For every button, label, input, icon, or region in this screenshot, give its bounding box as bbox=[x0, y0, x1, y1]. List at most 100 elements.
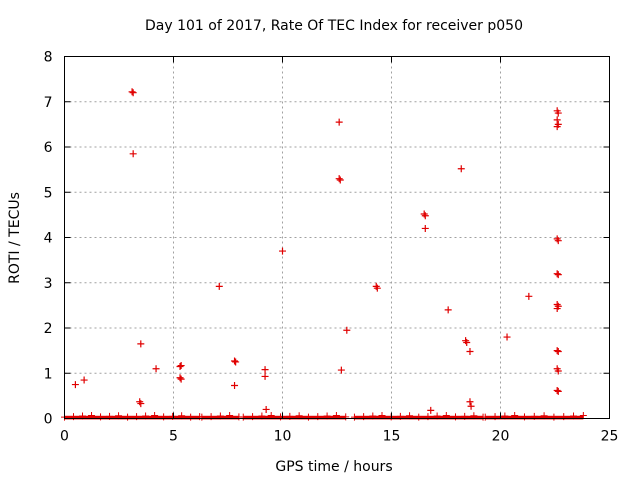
baseline-marker bbox=[520, 413, 528, 421]
data-point bbox=[71, 381, 79, 389]
baseline-marker bbox=[160, 413, 168, 421]
data-point bbox=[335, 175, 343, 183]
data-point bbox=[553, 116, 561, 124]
baseline-marker bbox=[151, 412, 159, 420]
baseline-marker bbox=[378, 412, 386, 420]
baseline-marker bbox=[187, 413, 195, 421]
data-point bbox=[335, 118, 343, 126]
data-point bbox=[503, 333, 511, 341]
data-point bbox=[129, 150, 137, 158]
data-point bbox=[553, 386, 561, 394]
baseline-marker bbox=[579, 412, 587, 420]
data-point bbox=[467, 402, 475, 410]
y-axis-label: ROTI / TECUs bbox=[7, 192, 23, 284]
data-point bbox=[554, 348, 562, 356]
data-point bbox=[457, 165, 465, 173]
data-point bbox=[128, 88, 136, 96]
x-tick-label: 5 bbox=[169, 429, 178, 445]
data-point bbox=[444, 306, 452, 314]
baseline-marker bbox=[97, 413, 105, 421]
y-tick-label: 6 bbox=[44, 140, 53, 156]
data-point bbox=[337, 366, 345, 374]
baseline-marker bbox=[198, 413, 206, 421]
x-tick-label: 10 bbox=[274, 429, 292, 445]
data-point bbox=[343, 326, 351, 334]
y-tick-label: 7 bbox=[44, 95, 53, 111]
baseline-marker bbox=[332, 412, 340, 420]
data-point bbox=[80, 376, 88, 384]
data-point bbox=[261, 372, 269, 380]
data-point bbox=[421, 224, 429, 232]
y-tick-label: 1 bbox=[44, 366, 53, 382]
x-axis-ticks: 0 5 10 15 20 25 bbox=[60, 56, 619, 445]
y-tick-label: 5 bbox=[44, 185, 53, 201]
baseline-marker bbox=[226, 412, 234, 420]
data-point bbox=[177, 375, 185, 383]
data-point bbox=[463, 338, 471, 346]
baseline-marker bbox=[342, 413, 350, 421]
baseline-marker bbox=[267, 412, 275, 420]
data-point bbox=[466, 398, 474, 406]
data-point bbox=[137, 400, 145, 408]
baseline-marker bbox=[451, 413, 459, 421]
baseline-marker bbox=[415, 413, 423, 421]
data-point bbox=[372, 282, 380, 290]
data-point bbox=[525, 292, 533, 300]
data-point bbox=[177, 362, 185, 370]
baseline-marker bbox=[481, 413, 489, 421]
data-point bbox=[553, 235, 561, 243]
data-point bbox=[421, 212, 429, 220]
baseline-marker bbox=[511, 412, 519, 420]
x-tick-label: 0 bbox=[60, 429, 69, 445]
data-point bbox=[554, 237, 562, 245]
x-axis-label: GPS time / hours bbox=[275, 459, 392, 475]
baseline-band bbox=[243, 415, 346, 420]
baseline-points bbox=[61, 412, 587, 421]
data-points bbox=[71, 88, 562, 414]
baseline-marker bbox=[550, 413, 558, 421]
baseline-marker bbox=[124, 413, 132, 421]
y-tick-label: 4 bbox=[44, 231, 53, 247]
data-point bbox=[554, 387, 562, 395]
data-point bbox=[176, 374, 184, 382]
baseline-marker bbox=[350, 413, 358, 421]
data-point bbox=[152, 365, 160, 373]
data-point bbox=[373, 284, 381, 292]
y-tick-label: 8 bbox=[44, 50, 53, 66]
data-point bbox=[215, 282, 223, 290]
x-tick-label: 25 bbox=[601, 429, 619, 445]
data-point bbox=[554, 109, 562, 117]
data-point bbox=[553, 270, 561, 278]
data-point bbox=[279, 247, 286, 255]
data-point bbox=[231, 357, 239, 365]
data-point bbox=[176, 362, 184, 370]
x-tick-label: 20 bbox=[492, 429, 510, 445]
data-point bbox=[553, 123, 561, 131]
data-point bbox=[232, 358, 240, 366]
y-tick-label: 3 bbox=[44, 276, 53, 292]
data-point bbox=[466, 348, 474, 356]
data-point bbox=[554, 271, 562, 279]
y-axis-ticks: 0 1 2 3 4 5 6 7 8 bbox=[44, 50, 610, 428]
baseline-marker bbox=[304, 413, 312, 421]
data-point bbox=[129, 89, 137, 97]
data-point bbox=[137, 340, 145, 348]
data-point bbox=[231, 381, 239, 389]
data-point bbox=[262, 405, 270, 413]
data-point bbox=[553, 305, 561, 313]
data-point bbox=[336, 176, 344, 184]
data-point bbox=[554, 367, 562, 375]
data-point bbox=[553, 347, 561, 355]
baseline-band bbox=[64, 415, 200, 420]
baseline-marker bbox=[88, 412, 96, 420]
data-point bbox=[462, 337, 470, 345]
chart-title: Day 101 of 2017, Rate Of TEC Index for r… bbox=[145, 18, 523, 34]
baseline-marker bbox=[239, 413, 247, 421]
data-point bbox=[136, 398, 144, 406]
data-point bbox=[427, 406, 435, 414]
y-tick-label: 2 bbox=[44, 321, 53, 337]
baseline-marker bbox=[442, 412, 450, 420]
x-tick-label: 15 bbox=[383, 429, 401, 445]
data-point bbox=[261, 366, 269, 374]
